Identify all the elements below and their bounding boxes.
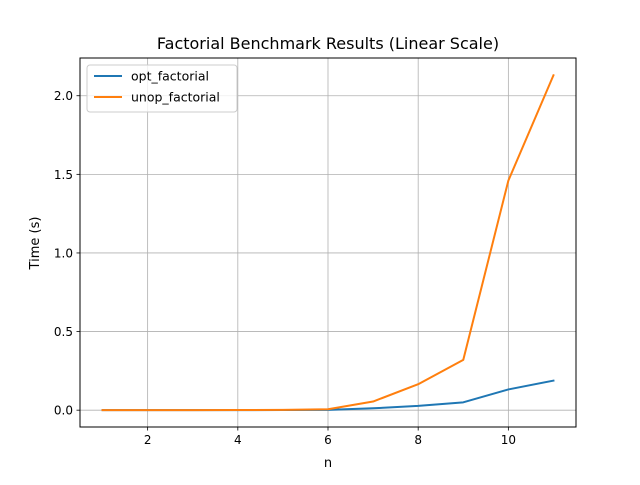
y-tick-label: 0.5 (54, 325, 73, 339)
x-tick-label: 8 (414, 433, 422, 447)
x-tick-label: 2 (144, 433, 152, 447)
legend: opt_factorial unop_factorial (87, 65, 237, 112)
x-tick-label: 10 (501, 433, 516, 447)
x-tick-label: 4 (234, 433, 242, 447)
y-tick-label: 2.0 (54, 89, 73, 103)
y-tick-label: 1.5 (54, 168, 73, 182)
x-axis-label: n (324, 456, 332, 471)
y-tick-label: 1.0 (54, 246, 73, 260)
legend-label-unop-factorial: unop_factorial (131, 90, 220, 105)
chart-title: Factorial Benchmark Results (Linear Scal… (157, 34, 499, 53)
x-tick-label: 6 (324, 433, 332, 447)
legend-label-opt-factorial: opt_factorial (131, 69, 209, 84)
y-axis-label: Time (s) (28, 217, 43, 271)
y-tick-label: 0.0 (54, 404, 73, 418)
